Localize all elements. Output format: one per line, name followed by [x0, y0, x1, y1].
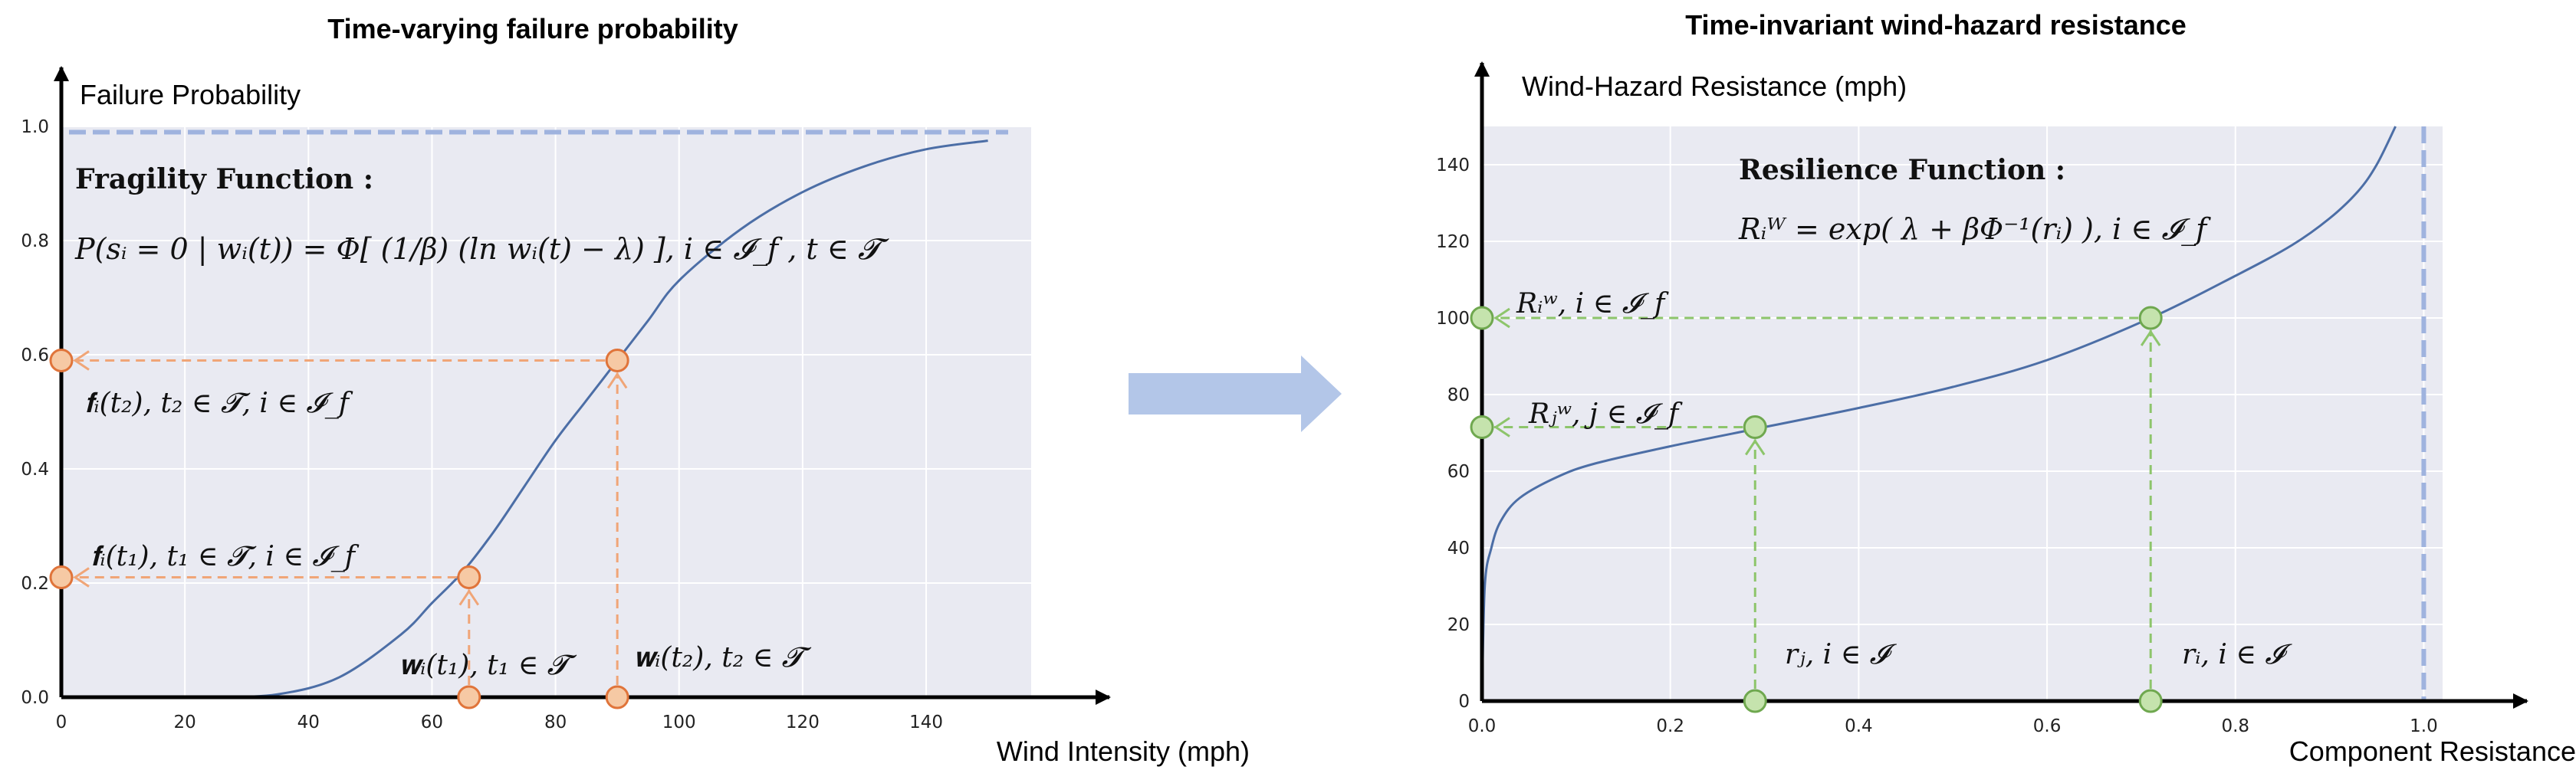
curve-point-marker — [2138, 306, 2163, 330]
y-tick-label: 100 — [1436, 309, 1470, 329]
left-guides — [73, 350, 628, 685]
left-points — [49, 348, 629, 709]
annotation-f-t1: 𝐟ᵢ(t₁), t₁ ∈ 𝓣, i ∈ 𝓘_f — [90, 541, 360, 572]
left-chart-title: Time-varying failure probability — [327, 13, 738, 44]
x-tick-label: 0.4 — [1845, 716, 1873, 736]
arrowhead-up — [2140, 329, 2161, 346]
y-tick-label: 0.0 — [21, 688, 49, 708]
y-axis-point-marker — [1470, 415, 1494, 439]
y-tick-label: 0 — [1458, 692, 1470, 712]
x-tick-label: 0.8 — [2221, 716, 2249, 736]
arrowhead-left — [73, 567, 90, 588]
annotation-r-i: rᵢ, i ∈ 𝓘 — [2182, 639, 2292, 670]
arrowhead-up — [606, 372, 628, 389]
y-tick-label: 120 — [1436, 232, 1470, 252]
y-tick-label: 0.6 — [21, 346, 49, 365]
arrowhead-up — [1744, 438, 1766, 456]
x-tick-label: 1.0 — [2410, 716, 2438, 736]
fragility-function-title: Fragility Function : — [75, 163, 373, 195]
y-tick-label: 60 — [1447, 462, 1470, 482]
annotation-R-i: Rᵢʷ, i ∈ 𝓘_f — [1516, 288, 1669, 319]
curve-point-marker — [457, 565, 481, 590]
y-axis-point-marker — [49, 565, 74, 590]
resilience-function-title: Resilience Function : — [1739, 154, 2065, 186]
annotation-w-t1: 𝐰ᵢ(t₁), t₁ ∈ 𝓣 — [399, 650, 577, 681]
arrowhead-left — [1493, 307, 1510, 329]
right-x-axis-label: Component Resistance — [2289, 736, 2576, 767]
right-chart-title: Time-invariant wind-hazard resistance — [1685, 9, 2187, 41]
curve-point-marker — [605, 348, 629, 372]
annotation-R-j: Rⱼʷ, j ∈ 𝓘_f — [1528, 398, 1683, 430]
x-axis-point-marker — [605, 685, 629, 709]
x-tick-label: 100 — [662, 713, 696, 732]
left-tick-labels: 0 20 40 60 80 100 120 140 0.0 0.2 0.4 0.6 0.8 1.0 — [21, 117, 943, 732]
arrowhead-left — [73, 350, 90, 371]
arrowhead-up — [458, 588, 480, 606]
left-x-axis-label: Wind Intensity (mph) — [997, 736, 1250, 767]
y-tick-label: 0.2 — [21, 574, 49, 594]
curve-point-marker — [1743, 415, 1767, 439]
right-plot-area — [1482, 126, 2443, 701]
y-tick-label: 1.0 — [21, 117, 49, 137]
annotation-w-t2: 𝐰ᵢ(t₂), t₂ ∈ 𝓣 — [633, 642, 812, 673]
y-tick-label: 0.8 — [21, 231, 49, 251]
x-tick-label: 0.6 — [2033, 716, 2062, 736]
right-guides — [1493, 307, 2161, 689]
right-y-axis-label: Wind-Hazard Resistance (mph) — [1522, 70, 1907, 102]
right-chart: Time-invariant wind-hazard resistance Wi… — [1436, 9, 2576, 767]
y-tick-label: 20 — [1447, 615, 1470, 635]
x-tick-label: 0.0 — [1468, 716, 1497, 736]
fragility-equation: P(sᵢ = 0 | wᵢ(t)) = Φ[ (1/β) (ln wᵢ(t) −… — [74, 232, 889, 267]
x-tick-label: 140 — [909, 713, 943, 732]
x-axis-point-marker — [2138, 689, 2163, 713]
x-tick-label: 80 — [544, 713, 567, 732]
annotation-r-j: rⱼ, i ∈ 𝓘 — [1785, 639, 1898, 670]
y-tick-label: 140 — [1436, 156, 1470, 175]
x-axis-point-marker — [457, 685, 481, 709]
arrowhead-left — [1493, 417, 1510, 437]
y-axis-point-marker — [49, 348, 74, 372]
right-points — [1470, 306, 2163, 713]
y-tick-label: 40 — [1447, 539, 1470, 559]
right-resilience-curve — [1480, 126, 2397, 702]
left-chart: Time-varying failure probability Failure… — [21, 13, 1250, 767]
resilience-equation: Rᵢᵂ = exp( λ + βΦ⁻¹(rᵢ) ), i ∈ 𝓘_f — [1738, 212, 2211, 247]
x-tick-label: 40 — [297, 713, 320, 732]
y-tick-label: 0.4 — [21, 460, 49, 480]
y-tick-label: 80 — [1447, 385, 1470, 405]
x-tick-label: 120 — [786, 713, 820, 732]
x-tick-label: 0 — [56, 713, 67, 732]
x-axis-point-marker — [1743, 689, 1767, 713]
x-tick-label: 60 — [421, 713, 443, 732]
y-axis-point-marker — [1470, 306, 1494, 330]
left-grid — [61, 126, 1031, 697]
transition-arrow — [1129, 356, 1342, 432]
left-y-axis-label: Failure Probability — [80, 79, 301, 110]
left-plot-area — [61, 126, 1031, 697]
x-tick-label: 0.2 — [1656, 716, 1684, 736]
left-fragility-curve — [215, 139, 988, 699]
right-tick-labels: 0.0 0.2 0.4 0.6 0.8 1.0 0 20 40 60 80 100 120 140 — [1436, 156, 2438, 736]
annotation-f-t2: 𝐟ᵢ(t₂), t₂ ∈ 𝓣, i ∈ 𝓘_f — [84, 388, 353, 419]
x-tick-label: 20 — [174, 713, 196, 732]
